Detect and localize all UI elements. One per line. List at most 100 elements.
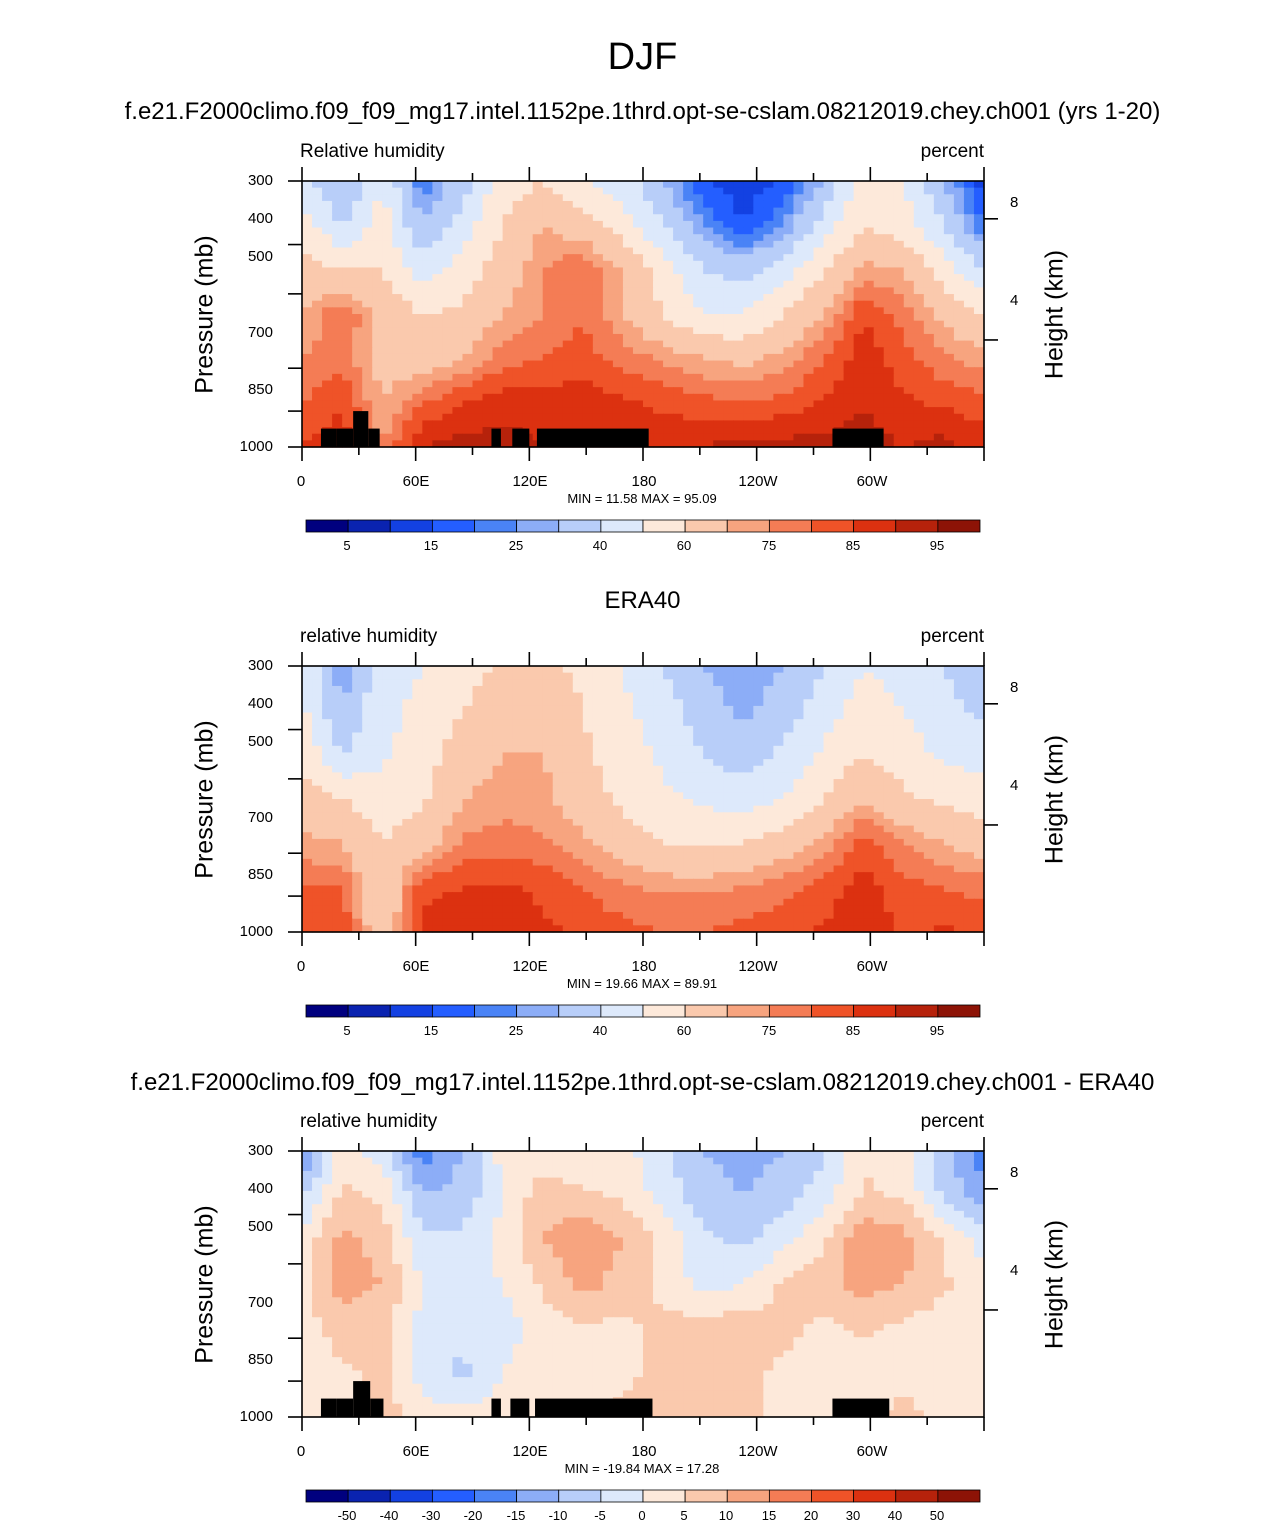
contour-cell xyxy=(723,307,734,315)
contour-cell xyxy=(432,719,444,727)
contour-cell xyxy=(843,300,855,308)
contour-cell xyxy=(502,719,514,727)
contour-cell xyxy=(402,187,413,195)
contour-cell xyxy=(773,705,785,714)
contour-cell xyxy=(683,187,694,195)
contour-cell xyxy=(653,838,664,847)
contour-cell xyxy=(492,220,504,229)
contour-cell xyxy=(392,187,403,195)
contour-cell xyxy=(713,825,724,833)
contour-cell xyxy=(592,294,604,302)
contour-cell xyxy=(733,294,744,302)
contour-cell xyxy=(793,413,805,421)
contour-cell xyxy=(723,320,734,328)
contour-cell xyxy=(803,739,815,747)
contour-cell xyxy=(823,818,835,827)
contour-cell xyxy=(773,812,785,820)
contour-cell xyxy=(913,799,925,807)
contour-cell xyxy=(552,187,564,195)
contour-cell xyxy=(783,307,795,315)
contour-cell xyxy=(653,712,664,720)
contour-cell xyxy=(903,234,915,242)
contour-cell xyxy=(342,818,353,827)
contour-cell xyxy=(743,300,754,308)
contour-cell xyxy=(582,240,594,249)
contour-cell xyxy=(412,832,423,840)
contour-cell xyxy=(673,220,684,229)
contour-cell xyxy=(542,240,554,249)
contour-cell xyxy=(332,294,343,302)
contour-cell xyxy=(793,367,805,375)
contour-cell xyxy=(733,685,744,694)
contour-cell xyxy=(963,832,975,840)
contour-cell xyxy=(332,360,343,368)
contour-cell xyxy=(332,393,343,402)
contour-cell xyxy=(873,812,885,820)
contour-cell xyxy=(953,274,965,282)
contour-cell xyxy=(723,712,734,720)
contour-cell xyxy=(653,247,664,255)
contour-cell xyxy=(362,805,373,813)
contour-cell xyxy=(422,692,433,700)
contour-cell xyxy=(422,752,433,760)
contour-cell xyxy=(843,719,855,727)
contour-cell xyxy=(392,214,403,222)
contour-cell xyxy=(472,407,484,415)
contour-cell xyxy=(502,400,514,408)
contour-cell xyxy=(432,194,444,202)
contour-cell xyxy=(843,407,855,415)
contour-cell xyxy=(703,181,714,189)
contour-cell xyxy=(372,407,383,415)
contour-cell xyxy=(853,679,865,687)
contour-cell xyxy=(753,427,764,435)
contour-cell xyxy=(823,367,835,375)
contour-cell xyxy=(673,699,684,707)
contour-cell xyxy=(973,280,985,288)
contour-cell xyxy=(462,314,474,322)
contour-cell xyxy=(823,792,835,800)
contour-cell xyxy=(382,214,393,222)
contour-cell xyxy=(312,347,323,355)
contour-cell xyxy=(653,207,664,215)
contour-cell xyxy=(372,320,383,328)
contour-cell xyxy=(362,765,373,773)
contour-cell xyxy=(753,373,764,382)
contour-cell xyxy=(472,427,484,435)
contour-cell xyxy=(362,872,373,880)
contour-cell xyxy=(823,347,835,355)
contour-cell xyxy=(522,214,534,222)
contour-cell xyxy=(713,194,724,202)
contour-cell xyxy=(853,367,865,375)
contour-cell xyxy=(492,672,504,680)
contour-cell xyxy=(953,752,965,760)
contour-cell xyxy=(502,274,514,282)
contour-cell xyxy=(913,759,925,767)
contour-cell xyxy=(923,353,935,362)
contour-cell xyxy=(312,838,323,847)
contour-cell xyxy=(592,260,604,269)
contour-cell xyxy=(773,194,785,202)
contour-cell xyxy=(502,818,514,827)
contour-cell xyxy=(612,280,624,288)
contour-cell xyxy=(893,260,905,269)
contour-cell xyxy=(572,699,584,707)
contour-cell xyxy=(542,234,554,242)
contour-cell xyxy=(382,380,393,388)
contour-cell xyxy=(362,207,373,215)
contour-cell xyxy=(653,234,664,242)
contour-cell xyxy=(532,353,544,362)
contour-cell xyxy=(552,752,564,760)
contour-cell xyxy=(803,234,815,242)
contour-cell xyxy=(382,812,393,820)
contour-cell xyxy=(873,314,885,322)
contour-cell xyxy=(452,440,464,448)
contour-cell xyxy=(683,353,694,362)
panel-3-ytick: 850 xyxy=(247,1351,273,1368)
contour-cell xyxy=(602,792,614,800)
contour-cell xyxy=(943,845,955,853)
contour-cell xyxy=(713,300,724,308)
contour-cell xyxy=(773,314,785,322)
contour-cell xyxy=(352,779,363,787)
contour-cell xyxy=(382,181,393,189)
contour-cell xyxy=(402,745,413,754)
